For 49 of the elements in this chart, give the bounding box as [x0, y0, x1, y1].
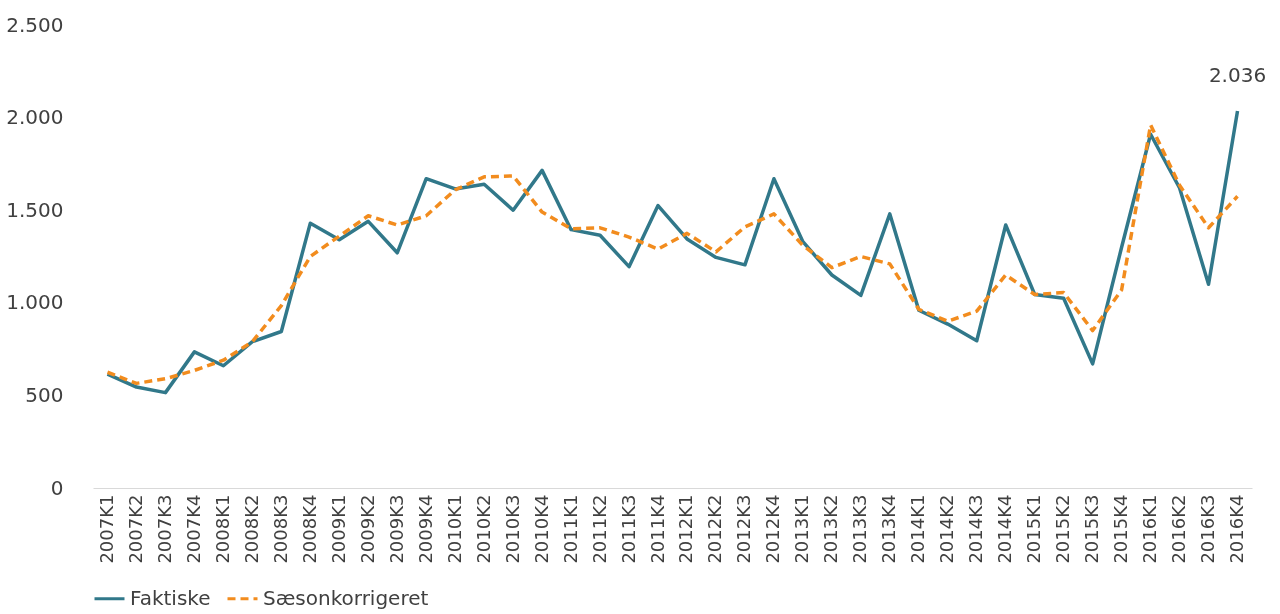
- x-tick-label: 2010K1: [443, 494, 465, 564]
- x-tick-label: 2014K2: [936, 494, 958, 564]
- x-tick-label: 2013K4: [878, 494, 900, 564]
- x-tick-label: 2012K1: [675, 494, 697, 564]
- x-tick-label: 2012K4: [762, 494, 784, 564]
- x-tick-label: 2015K3: [1081, 494, 1103, 564]
- x-tick-label: 2015K4: [1110, 494, 1132, 564]
- x-tick-label: 2013K2: [820, 494, 842, 564]
- x-tick-label: 2010K4: [530, 494, 552, 564]
- x-tick-label: 2009K3: [385, 494, 407, 564]
- y-tick-label: 1.500: [6, 197, 64, 222]
- x-tick-label: 2016K1: [1139, 494, 1161, 564]
- x-tick-label: 2009K1: [327, 494, 349, 564]
- y-tick-label: 0: [50, 475, 64, 500]
- legend-label: Sæsonkorrigeret: [263, 585, 429, 610]
- x-tick-label: 2009K2: [356, 494, 378, 564]
- x-tick-label: 2013K1: [791, 494, 813, 564]
- x-tick-label: 2009K4: [414, 494, 436, 564]
- x-tick-label: 2011K1: [559, 494, 581, 564]
- legend-label: Faktiske: [130, 585, 211, 610]
- x-tick-label: 2007K2: [124, 494, 146, 564]
- x-tick-label: 2012K2: [704, 494, 726, 564]
- x-tick-label: 2013K3: [849, 494, 871, 564]
- x-tick-label: 2010K3: [501, 494, 523, 564]
- x-tick-label: 2011K4: [646, 494, 668, 564]
- x-tick-label: 2008K3: [269, 494, 291, 564]
- data-label: 2.036: [1208, 62, 1267, 87]
- x-tick-label: 2014K3: [965, 494, 987, 564]
- x-tick-label: 2008K4: [298, 494, 320, 564]
- y-tick-label: 2.000: [6, 105, 64, 130]
- x-tick-label: 2007K3: [153, 494, 175, 564]
- x-tick-label: 2011K2: [588, 494, 610, 564]
- x-tick-label: 2012K3: [733, 494, 755, 564]
- x-tick-label: 2011K3: [617, 494, 639, 564]
- x-tick-label: 2007K1: [95, 494, 117, 564]
- x-tick-label: 2015K2: [1052, 494, 1074, 564]
- x-tick-label: 2014K4: [994, 494, 1016, 564]
- y-tick-label: 2.500: [6, 12, 64, 37]
- x-tick-label: 2016K2: [1168, 494, 1190, 564]
- y-tick-label: 500: [25, 382, 64, 407]
- y-tick-label: 1.000: [6, 290, 64, 315]
- x-tick-label: 2008K2: [240, 494, 262, 564]
- x-tick-label: 2015K1: [1023, 494, 1045, 564]
- x-tick-label: 2016K4: [1226, 494, 1248, 564]
- x-tick-label: 2007K4: [182, 494, 204, 564]
- x-tick-label: 2010K2: [472, 494, 494, 564]
- x-tick-label: 2008K1: [211, 494, 233, 564]
- x-tick-label: 2014K1: [907, 494, 929, 564]
- x-tick-label: 2016K3: [1197, 494, 1219, 564]
